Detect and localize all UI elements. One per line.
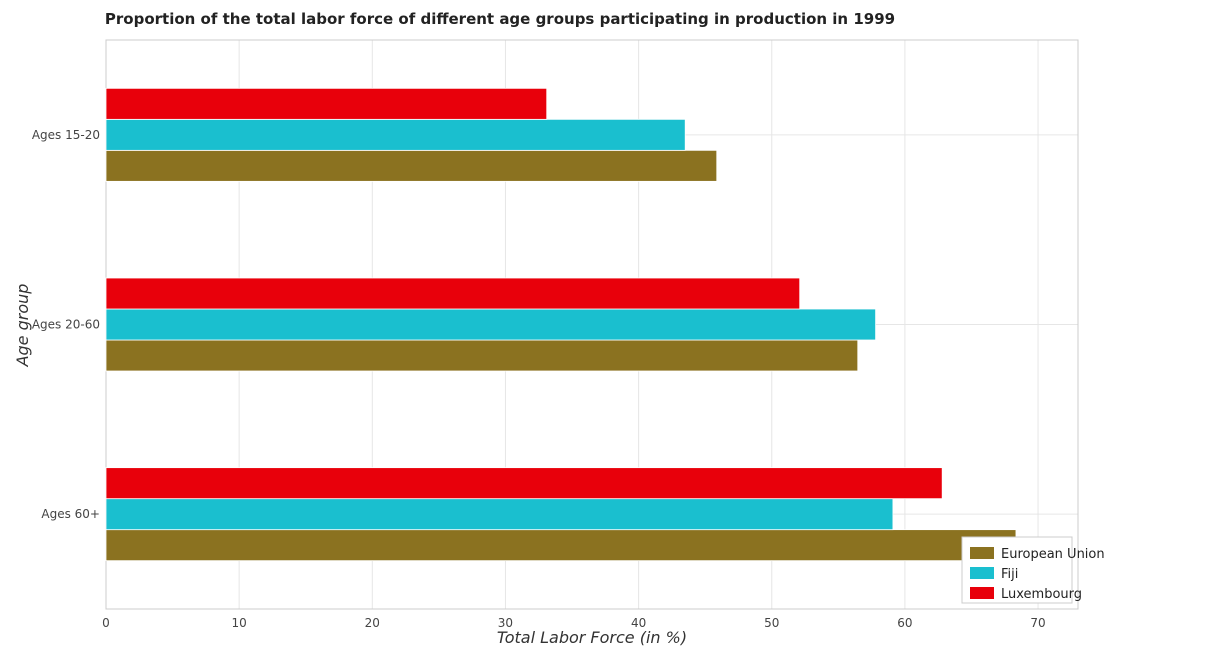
bar xyxy=(105,277,801,310)
x-tick-label: 30 xyxy=(498,616,513,630)
legend: European Union Fiji Luxembourg xyxy=(961,536,1105,604)
x-ticks: 0 10 20 30 40 50 60 70 xyxy=(102,616,1046,630)
y-tick-label: Ages 60+ xyxy=(41,507,100,521)
x-tick-label: 70 xyxy=(1030,616,1045,630)
bar xyxy=(105,529,1017,562)
bar xyxy=(105,308,877,341)
bar xyxy=(105,87,548,120)
legend-label: Luxembourg xyxy=(1001,587,1082,602)
x-tick-label: 0 xyxy=(102,616,110,630)
x-tick-label: 60 xyxy=(897,616,912,630)
x-axis-label: Total Labor Force (in %) xyxy=(497,628,687,647)
bar xyxy=(105,498,894,531)
legend-swatch xyxy=(970,587,994,599)
legend-swatch xyxy=(970,547,994,559)
chart-title: Proportion of the total labor force of d… xyxy=(105,10,895,28)
legend-label: European Union xyxy=(1001,547,1105,562)
y-axis-label: Age group xyxy=(13,284,32,368)
legend-swatch xyxy=(970,567,994,579)
bars xyxy=(105,87,1017,562)
bar xyxy=(105,118,686,151)
y-tick-label: Ages 20-60 xyxy=(32,318,100,332)
x-tick-label: 50 xyxy=(764,616,779,630)
x-tick-label: 20 xyxy=(365,616,380,630)
bar xyxy=(105,467,943,500)
bar xyxy=(105,149,718,182)
x-tick-label: 40 xyxy=(631,616,646,630)
x-tick-label: 10 xyxy=(232,616,247,630)
y-ticks: Ages 15-20 Ages 20-60 Ages 60+ xyxy=(32,128,100,521)
y-tick-label: Ages 15-20 xyxy=(32,128,100,142)
bar xyxy=(105,339,859,372)
legend-label: Fiji xyxy=(1001,567,1018,582)
